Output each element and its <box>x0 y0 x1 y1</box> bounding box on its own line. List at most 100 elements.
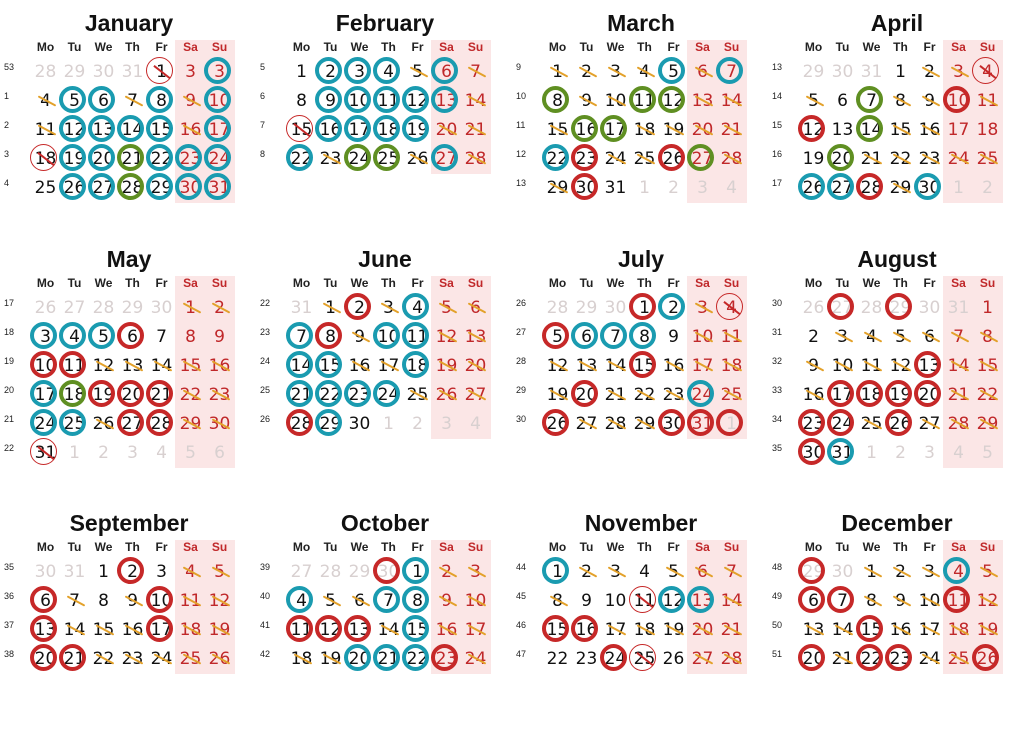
day-cell: 8 <box>296 91 307 111</box>
day-cell: 23 <box>798 409 828 439</box>
day-cell: 15 <box>886 116 915 145</box>
day-cell: 21 <box>717 616 746 645</box>
day-cell: 6 <box>30 586 60 616</box>
day-cell: 22 <box>886 145 915 174</box>
day-cell: 23 <box>885 644 915 674</box>
day-cell: 26 <box>89 410 118 439</box>
day-cell: 25 <box>944 645 973 674</box>
day-cell: 18 <box>373 115 403 145</box>
day-cell: 21 <box>944 381 973 410</box>
day-cell: 20 <box>117 380 147 410</box>
day-cell: 21 <box>59 644 89 674</box>
week-number: 44 <box>516 562 527 572</box>
day-cell: 1 <box>176 294 205 323</box>
day-cell: 4 <box>716 293 746 323</box>
day-cell: 6 <box>117 322 147 352</box>
month-title: March <box>607 10 675 36</box>
day-cell: 27 <box>827 173 857 203</box>
day-cell: 25 <box>629 644 659 674</box>
day-cell: 28 <box>601 410 630 439</box>
day-cell: 4 <box>176 558 205 587</box>
day-cell: 30 <box>348 414 371 434</box>
day-cell: 23 <box>571 144 601 174</box>
weekday-label: Th <box>893 276 908 290</box>
day-cell: 20 <box>344 644 374 674</box>
day-cell: 4 <box>953 443 964 463</box>
day-cell: 9 <box>799 352 828 381</box>
week-number: 11 <box>516 120 526 130</box>
day-cell: 3 <box>688 294 717 323</box>
day-cell: 21 <box>373 644 403 674</box>
day-cell: 8 <box>543 587 572 616</box>
day-cell: 3 <box>185 62 196 82</box>
day-cell: 17 <box>601 616 630 645</box>
day-cell: 28 <box>717 145 746 174</box>
week-number: 9 <box>516 62 522 72</box>
day-cell: 22 <box>286 144 316 174</box>
day-cell: 4 <box>59 322 89 352</box>
day-cell: 15 <box>146 115 176 145</box>
day-cell: 8 <box>98 591 109 611</box>
week-number: 23 <box>260 327 271 337</box>
day-cell: 3 <box>828 323 857 352</box>
week-number: 4 <box>4 178 10 188</box>
day-cell: 18 <box>717 352 746 381</box>
day-cell: 23 <box>175 144 205 174</box>
week-number: 41 <box>260 620 271 630</box>
weekday-label: Mo <box>804 40 823 54</box>
day-cell: 16 <box>571 115 601 145</box>
weekday-label: Tu <box>323 276 338 290</box>
day-cell: 20 <box>88 144 118 174</box>
day-cell: 22 <box>973 381 1002 410</box>
weekday-label: Mo <box>548 40 567 54</box>
day-cell: 14 <box>461 87 490 116</box>
day-cell: 26 <box>205 645 234 674</box>
week-number: 5 <box>260 62 266 72</box>
day-cell: 9 <box>886 587 915 616</box>
weekday-label: Tu <box>67 40 82 54</box>
day-cell: 31 <box>604 178 627 198</box>
weekday-label: Fr <box>155 540 168 554</box>
day-cell: 18 <box>287 645 316 674</box>
day-cell: 15 <box>629 351 659 381</box>
week-number: 40 <box>260 591 271 601</box>
day-cell: 28 <box>319 562 342 582</box>
day-cell: 27 <box>431 144 461 174</box>
day-cell: 29 <box>798 557 828 587</box>
day-cell: 18 <box>59 380 89 410</box>
week-number: 2 <box>4 120 10 130</box>
day-cell: 22 <box>542 144 572 174</box>
day-cell: 26 <box>662 649 685 669</box>
day-cell: 6 <box>688 58 717 87</box>
day-cell: 14 <box>147 352 176 381</box>
day-cell: 2 <box>412 414 423 434</box>
day-cell: 13 <box>431 86 461 116</box>
day-cell: 7 <box>286 322 316 352</box>
day-cell: 13 <box>30 615 60 645</box>
day-cell: 4 <box>726 178 737 198</box>
day-cell: 24 <box>915 645 944 674</box>
day-cell: 2 <box>668 178 679 198</box>
day-cell: 7 <box>827 586 857 616</box>
day-cell: 6 <box>837 91 848 111</box>
week-number: 53 <box>4 62 15 72</box>
day-cell: 16 <box>118 616 147 645</box>
day-cell: 17 <box>827 380 857 410</box>
weekday-label: Fr <box>411 540 424 554</box>
day-cell: 3 <box>697 178 708 198</box>
day-cell: 5 <box>799 87 828 116</box>
day-cell: 6 <box>915 323 944 352</box>
day-cell: 10 <box>828 352 857 381</box>
weekday-label: Tu <box>579 40 594 54</box>
day-cell: 19 <box>973 616 1002 645</box>
day-cell: 15 <box>856 615 886 645</box>
day-cell: 23 <box>431 644 461 674</box>
day-cell: 5 <box>403 58 432 87</box>
day-cell: 19 <box>659 616 688 645</box>
day-cell: 30 <box>914 173 944 203</box>
day-cell: 16 <box>886 616 915 645</box>
day-cell: 23 <box>915 145 944 174</box>
day-cell: 27 <box>117 409 147 439</box>
day-cell: 22 <box>89 645 118 674</box>
day-cell: 14 <box>286 351 316 381</box>
